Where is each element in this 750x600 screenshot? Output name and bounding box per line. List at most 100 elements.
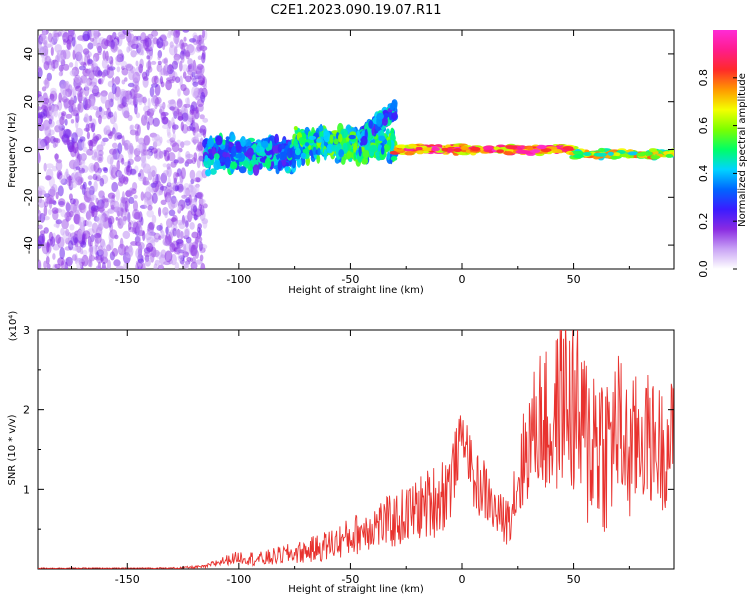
spectrogram-cell xyxy=(582,152,592,156)
spectrogram-cell xyxy=(54,44,62,53)
spectrogram-cell xyxy=(90,96,95,107)
spectrogram-cell xyxy=(460,146,469,150)
spectrogram-cell xyxy=(58,64,64,72)
spectrogram-cell xyxy=(496,149,505,154)
spectrogram-cell xyxy=(200,262,206,269)
spectrogram-cell xyxy=(168,44,177,56)
spectrogram-cell xyxy=(70,236,78,246)
spectrogram-cell xyxy=(94,238,99,248)
spectrogram-cell xyxy=(540,148,552,153)
spectrogram-cell xyxy=(52,142,57,149)
spectrogram-cell xyxy=(84,98,92,109)
spectrogram-cell xyxy=(109,59,114,67)
spectrogram-cell xyxy=(85,210,92,221)
spectrogram-cell xyxy=(191,71,196,78)
spectrogram-cell xyxy=(185,75,192,83)
spectrogram-cell xyxy=(78,216,85,228)
spectrogram-cell xyxy=(98,78,102,85)
spectrogram-cell xyxy=(201,30,206,39)
spectrogram-cell xyxy=(163,57,169,65)
snr-data xyxy=(38,330,674,569)
spectrogram-cell xyxy=(157,55,161,61)
spectrogram-cell xyxy=(125,93,130,103)
spectrogram-cell xyxy=(106,64,110,76)
spectrogram-cell xyxy=(360,135,368,146)
spectrogram-cell xyxy=(213,153,220,160)
spectrogram-cell xyxy=(117,170,123,177)
spectrogram-cell xyxy=(73,213,80,225)
spectrogram-cell xyxy=(67,84,73,95)
spectrogram-cell xyxy=(146,209,154,218)
spectrogram-cell xyxy=(106,197,115,203)
spectrogram-cell xyxy=(50,236,56,247)
spectrogram-cell xyxy=(150,60,157,65)
spectrogram-cell xyxy=(120,90,127,97)
spectrogram-cell xyxy=(192,81,199,87)
spectrogram-cell xyxy=(151,214,157,224)
spectrogram-cell xyxy=(179,60,183,72)
spectrogram-cell xyxy=(431,147,440,152)
spectrogram-cell xyxy=(134,155,142,162)
spectrogram-cell xyxy=(55,191,59,200)
spectrogram-cell xyxy=(72,141,79,154)
spectrogram-cell xyxy=(88,245,96,256)
spectrogram-cell xyxy=(198,241,203,252)
spectrogram-cell xyxy=(109,229,118,239)
spectrogram-cell xyxy=(200,91,206,103)
spectrogram-cell xyxy=(98,245,103,252)
spectrogram-cell xyxy=(75,166,81,171)
spectrogram-cell xyxy=(74,158,80,167)
spectrogram-cell xyxy=(113,111,118,123)
snr-x-tick-label: 50 xyxy=(567,573,581,586)
spectrogram-cell xyxy=(83,115,91,124)
spectrogram-cell xyxy=(197,141,204,151)
spectrogram-cell xyxy=(149,165,157,176)
snr-x-tick-label: -100 xyxy=(226,573,251,586)
spectrogram-cell xyxy=(167,99,176,105)
spectrogram-cell xyxy=(225,136,230,141)
spectrogram-cell xyxy=(117,151,122,163)
spectrogram-cell xyxy=(287,141,292,146)
spectrogram-cell xyxy=(38,111,46,118)
snr-y-axis-label: SNR (10 * v/v) xyxy=(7,414,18,485)
spectrogram-cell xyxy=(43,136,51,144)
spectrogram-cell xyxy=(97,51,102,56)
spectrogram-cell xyxy=(54,263,61,269)
spectrogram-cell xyxy=(316,138,323,143)
spectrogram-cell xyxy=(336,143,342,152)
spectrogram-cell xyxy=(60,227,65,236)
spectrogram-cell xyxy=(69,198,76,205)
spectrogram-cell xyxy=(171,142,180,153)
spectrogram-cell xyxy=(112,153,117,160)
colorbar-tick-label: 0.0 xyxy=(697,260,710,278)
spectrogram-cell xyxy=(158,265,163,269)
spectrogram-cell xyxy=(63,82,69,90)
spectrogram-cell xyxy=(192,256,196,264)
spectrogram-cell xyxy=(154,138,162,147)
spectrogram-cell xyxy=(294,147,301,156)
spectrogram-cell xyxy=(503,151,514,156)
spectrogram-cell xyxy=(110,39,115,50)
spectrogram-cell xyxy=(105,50,109,62)
spectrogram-cell xyxy=(164,184,173,195)
spectrogram-cell xyxy=(181,64,189,72)
spectrogram-cell xyxy=(55,219,62,225)
spectrogram-cell xyxy=(156,224,163,231)
spectrogram-cell xyxy=(113,259,121,267)
spectrogram-cell xyxy=(195,184,200,194)
spectrogram-cell xyxy=(101,248,108,260)
spectrogram-cell xyxy=(197,55,202,60)
spectrogram-cell xyxy=(136,224,143,235)
spectrogram-cell xyxy=(175,43,179,48)
spectrogram-y-tick-label: 0 xyxy=(22,146,35,153)
spectrogram-cell xyxy=(148,221,155,230)
colorbar: 0.0 0.2 0.4 0.6 0.8 Normalized spectral ampl… xyxy=(697,30,748,278)
spectrogram-cell xyxy=(111,247,119,257)
spectrogram-cell xyxy=(49,186,56,198)
spectrogram-cell xyxy=(136,94,144,103)
spectrogram-cell xyxy=(123,262,128,269)
spectrogram-cell xyxy=(43,205,48,217)
spectrogram-cell xyxy=(89,84,93,92)
spectrogram-cell xyxy=(316,154,321,164)
spectrogram-cell xyxy=(122,230,131,239)
